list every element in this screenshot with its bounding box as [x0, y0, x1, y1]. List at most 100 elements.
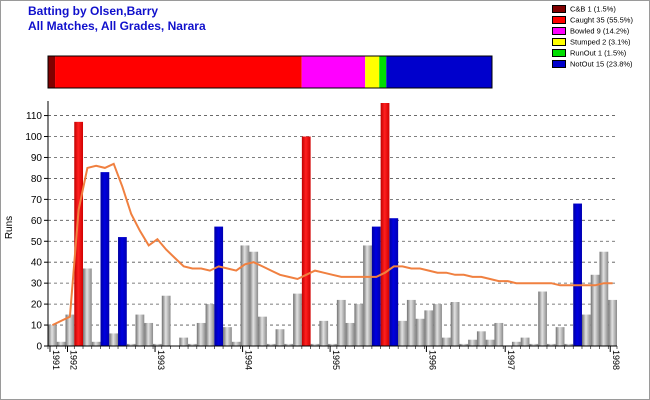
bar-innings: [109, 333, 119, 346]
bar-innings: [258, 316, 267, 346]
bar-innings: [301, 136, 311, 346]
bar-innings: [424, 310, 434, 346]
bar-innings: [511, 341, 521, 346]
bar-innings: [100, 172, 110, 346]
legend-label: Caught 35 (55.5%): [570, 15, 633, 25]
bar-innings: [205, 304, 215, 346]
legend-label: Bowled 9 (14.2%): [570, 26, 630, 36]
grid: [48, 115, 617, 326]
y-tick-label: 80: [31, 174, 43, 185]
bar-innings: [608, 299, 617, 346]
y-tick-label: 50: [31, 237, 43, 248]
average-line: [51, 162, 613, 327]
bar-innings: [538, 291, 547, 346]
bar-innings: [126, 343, 136, 346]
summary-segment-caught: [55, 56, 302, 88]
bar-innings: [520, 337, 530, 346]
y-tick-label: 40: [31, 258, 43, 269]
legend-swatch: [552, 5, 566, 14]
bar-innings: [599, 251, 609, 346]
y-tick-label: 60: [31, 216, 43, 227]
bar-innings: [555, 327, 565, 346]
bars: [48, 103, 617, 346]
x-tick-label: 1991: [51, 350, 61, 370]
bar-innings: [546, 343, 556, 346]
bar-innings: [433, 304, 442, 346]
bar-innings: [468, 339, 477, 346]
bar-innings: [336, 299, 346, 346]
legend-item-notout: NotOut 15 (23.8%): [552, 59, 633, 70]
bar-innings: [371, 226, 381, 346]
summary-segment-stumped: [365, 56, 380, 88]
legend: C&B 1 (1.5%) Caught 35 (55.5%) Bowled 9 …: [552, 4, 633, 70]
legend-label: C&B 1 (1.5%): [570, 4, 616, 14]
x-tick-label: 1998: [611, 350, 621, 370]
bar-innings: [441, 337, 451, 346]
bar-innings: [240, 245, 250, 346]
summary-segment-notout: [386, 56, 492, 88]
y-tick-label: 10: [31, 321, 43, 332]
bar-innings: [135, 314, 145, 346]
x-tick-labels: 1991 1992 1993 1994 1995 1996 1997 1998: [51, 350, 621, 370]
summary-bar-border: [47, 55, 493, 89]
bar-innings: [485, 339, 495, 346]
bar-innings: [450, 302, 460, 346]
x-tick-label: 1995: [331, 350, 341, 370]
bar-innings: [118, 237, 127, 346]
bar-innings: [153, 343, 162, 346]
summary-segment-bowled: [301, 56, 366, 88]
bar-innings: [581, 314, 591, 346]
x-tick-label: 1994: [244, 350, 254, 370]
y-tick-label: 90: [31, 153, 43, 164]
x-tick-label: 1993: [156, 350, 166, 370]
bar-innings: [188, 343, 197, 346]
axes: [44, 101, 618, 352]
legend-item-bowled: Bowled 9 (14.2%): [552, 26, 633, 37]
bar-innings: [406, 299, 416, 346]
bar-innings: [249, 251, 259, 346]
y-tick-label: 100: [25, 132, 42, 143]
bar-innings: [48, 325, 57, 346]
y-tick-labels: 0 10 20 30 40 50 60 70 80 90 100 110: [25, 111, 42, 352]
chart-title: Batting by Olsen,Barry: [28, 4, 159, 18]
x-tick-label: 1997: [506, 350, 516, 370]
bar-innings: [293, 293, 302, 346]
legend-item-stumped: Stumped 2 (3.1%): [552, 37, 633, 48]
legend-swatch: [552, 49, 566, 58]
y-tick-label: 30: [31, 279, 43, 290]
legend-swatch: [552, 16, 566, 25]
bar-innings: [310, 343, 320, 346]
bar-innings: [415, 318, 425, 346]
bar-innings: [380, 103, 390, 346]
bar-innings: [398, 320, 407, 346]
legend-swatch: [552, 27, 566, 36]
bar-innings: [161, 295, 171, 346]
legend-label: RunOut 1 (1.5%): [570, 48, 627, 58]
bar-innings: [476, 331, 486, 346]
bar-innings: [56, 341, 66, 346]
bar-innings: [196, 322, 206, 346]
bar-innings: [231, 341, 241, 346]
bar-innings: [266, 343, 276, 346]
bar-innings: [65, 314, 75, 346]
legend-label: Stumped 2 (3.1%): [570, 37, 631, 47]
y-tick-label: 0: [36, 342, 42, 353]
bar-innings: [573, 203, 582, 346]
bar-innings: [564, 343, 574, 346]
y-tick-label: 70: [31, 195, 43, 206]
legend-item-caught: Caught 35 (55.5%): [552, 15, 633, 26]
bar-innings: [74, 121, 84, 346]
bar-innings: [590, 274, 600, 346]
y-tick-label: 110: [26, 111, 42, 122]
legend-swatch: [552, 38, 566, 47]
bar-innings: [345, 322, 355, 346]
bar-innings: [223, 327, 232, 346]
bar-innings: [494, 322, 504, 346]
bar-innings: [529, 343, 539, 346]
bar-innings: [389, 218, 399, 346]
y-tick-label: 20: [31, 300, 43, 311]
bar-innings: [83, 268, 92, 346]
bar-innings: [354, 304, 364, 346]
legend-item-cb: C&B 1 (1.5%): [552, 4, 633, 15]
